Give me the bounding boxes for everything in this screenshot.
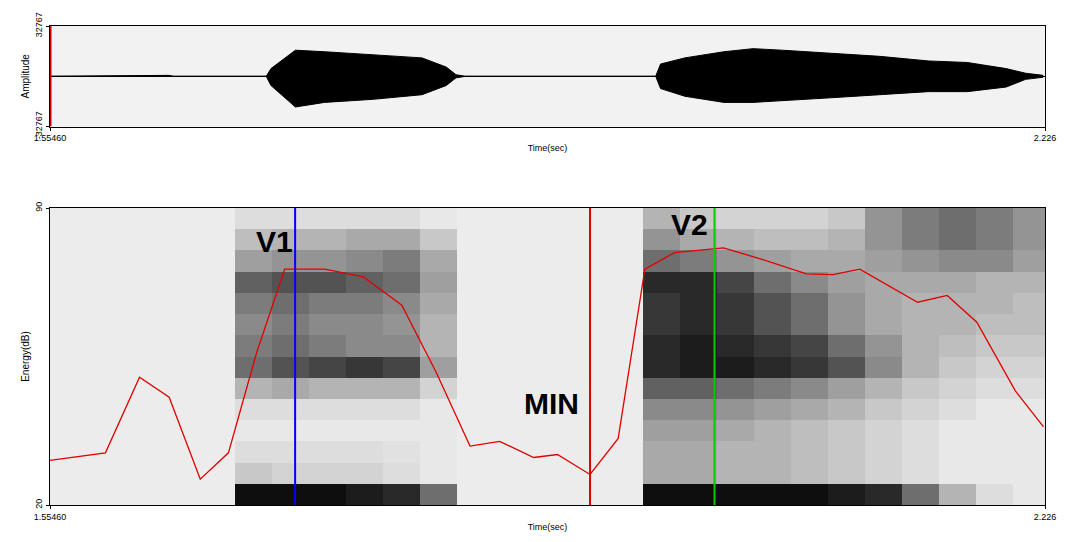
svg-text:Time(sec): Time(sec): [528, 522, 568, 532]
svg-text:Energy(dB): Energy(dB): [20, 331, 31, 382]
svg-text:V1: V1: [256, 225, 293, 258]
svg-text:Amplitude: Amplitude: [20, 54, 31, 99]
svg-text:90: 90: [34, 202, 44, 212]
svg-text:1.55460: 1.55460: [34, 512, 67, 522]
svg-text:Time(sec): Time(sec): [528, 143, 568, 153]
svg-text:2.226: 2.226: [1034, 133, 1057, 143]
svg-text:V2: V2: [671, 208, 708, 241]
svg-text:MIN: MIN: [524, 387, 579, 420]
svg-text:-32767: -32767: [34, 111, 44, 139]
svg-text:2.226: 2.226: [1034, 512, 1057, 522]
svg-text:1.55460: 1.55460: [34, 133, 67, 143]
svg-text:20: 20: [34, 499, 44, 509]
svg-text:32767: 32767: [34, 12, 44, 37]
